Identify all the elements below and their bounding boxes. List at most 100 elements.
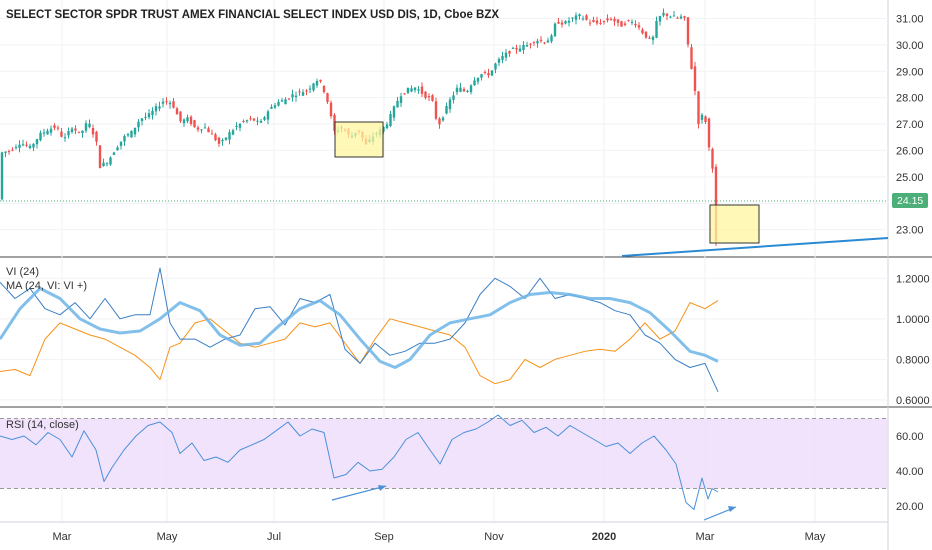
rsi-lines <box>0 414 888 510</box>
time-tick-label: May <box>805 531 826 543</box>
vortex-pane[interactable]: 0.6000 0.8000 1.0000 1.2000 VI (24) MA (24,… <box>0 266 930 407</box>
candle-body <box>277 102 280 106</box>
price-tick-label: 28.00 <box>896 93 924 105</box>
support-trendline[interactable] <box>621 237 889 257</box>
time-tick-label: 2020 <box>592 531 616 543</box>
candle-body <box>140 118 144 122</box>
candle-body <box>210 133 214 135</box>
candle-body <box>679 16 683 19</box>
candle-body <box>130 130 133 138</box>
candle-body <box>403 93 406 95</box>
candle-body <box>305 90 308 92</box>
rsi-divergence-arrow-1[interactable] <box>331 485 387 501</box>
candle-body <box>693 66 697 92</box>
candle-body <box>154 106 158 112</box>
candle-body <box>315 81 319 86</box>
candle-body <box>448 99 452 110</box>
candle-body <box>518 48 522 52</box>
vi-tick-label: 0.8000 <box>896 354 930 366</box>
candle-body <box>613 18 616 22</box>
candle-body <box>525 45 529 47</box>
candle-body <box>658 16 662 22</box>
candle-body <box>88 123 91 128</box>
candle-body <box>179 111 182 122</box>
candle-body <box>606 18 609 21</box>
vi-legend-label: VI (24) <box>6 266 39 278</box>
candle-body <box>683 16 686 18</box>
candle-body <box>508 50 511 54</box>
price-tick-label: 25.00 <box>896 172 924 184</box>
vi-tick-label: 0.6000 <box>896 395 930 407</box>
vi-ma-line <box>0 286 719 369</box>
vi-plus-line <box>0 300 719 385</box>
candle-body <box>98 145 102 169</box>
support-highlight[interactable] <box>709 204 760 244</box>
rsi-tick-label: 40.00 <box>896 466 924 478</box>
candle-body <box>637 25 641 28</box>
candle-body <box>690 47 693 69</box>
candle-body <box>539 39 543 42</box>
candle-body <box>147 113 151 118</box>
candle-body <box>102 162 105 167</box>
candle-body <box>11 149 14 151</box>
candle-body <box>228 132 231 140</box>
time-tick-label: Mar <box>53 531 72 543</box>
candle-body <box>599 22 602 24</box>
candle-body <box>326 93 329 103</box>
consolidation-highlight[interactable] <box>334 121 384 158</box>
candle-body <box>217 137 221 144</box>
candle-body <box>536 40 539 44</box>
ma-legend-label: MA (24, VI: VI +) <box>6 280 87 292</box>
candle-body <box>7 151 11 153</box>
candle-body <box>627 20 630 22</box>
candle-body <box>641 29 644 34</box>
candle-body <box>238 123 242 128</box>
candle-body <box>242 120 245 122</box>
candle-body <box>245 120 249 122</box>
candle-body <box>532 42 536 44</box>
rsi-axis: 20.00 40.00 60.00 <box>896 431 924 513</box>
candle-body <box>592 19 595 22</box>
candle-body <box>623 23 627 25</box>
candle-body <box>571 17 574 19</box>
candle-body <box>651 36 655 40</box>
candle-body <box>413 87 417 91</box>
candle-body <box>644 31 648 38</box>
candle-body <box>473 80 476 86</box>
candle-body <box>63 137 67 139</box>
candle-body <box>543 42 546 44</box>
candle-body <box>385 124 389 129</box>
candle-body <box>74 128 77 131</box>
candle-body <box>595 20 599 24</box>
candle-body <box>126 134 130 136</box>
candle-body <box>574 15 578 20</box>
candle-body <box>686 17 690 45</box>
candle-body <box>95 131 98 142</box>
candle-body <box>497 58 501 63</box>
candle-body <box>424 91 427 98</box>
candle-body <box>287 98 291 100</box>
candle-body <box>665 13 669 16</box>
candle-body <box>445 106 448 114</box>
candle-body <box>186 117 189 122</box>
candle-body <box>648 37 651 39</box>
candle-body <box>455 87 459 93</box>
candle-body <box>417 89 420 91</box>
candle-body <box>399 96 403 103</box>
candle-body <box>291 94 294 98</box>
candle-body <box>91 128 95 135</box>
candle-body <box>441 117 445 121</box>
price-pane[interactable]: SELECT SECTOR SPDR TRUST AMEX FINANCIAL … <box>0 8 928 257</box>
candle-body <box>158 106 161 109</box>
rsi-pane[interactable]: 20.00 40.00 60.00 RSI (14, close) <box>0 414 924 521</box>
candle-body <box>28 145 32 149</box>
candle-body <box>67 131 70 136</box>
candle-body <box>133 127 137 135</box>
candle-body <box>151 110 154 116</box>
candle-body <box>231 130 235 135</box>
candle-body <box>214 134 217 141</box>
candle-body <box>308 88 312 90</box>
candle-body <box>669 16 672 18</box>
candle-body <box>203 127 207 129</box>
candle-body <box>672 15 676 17</box>
